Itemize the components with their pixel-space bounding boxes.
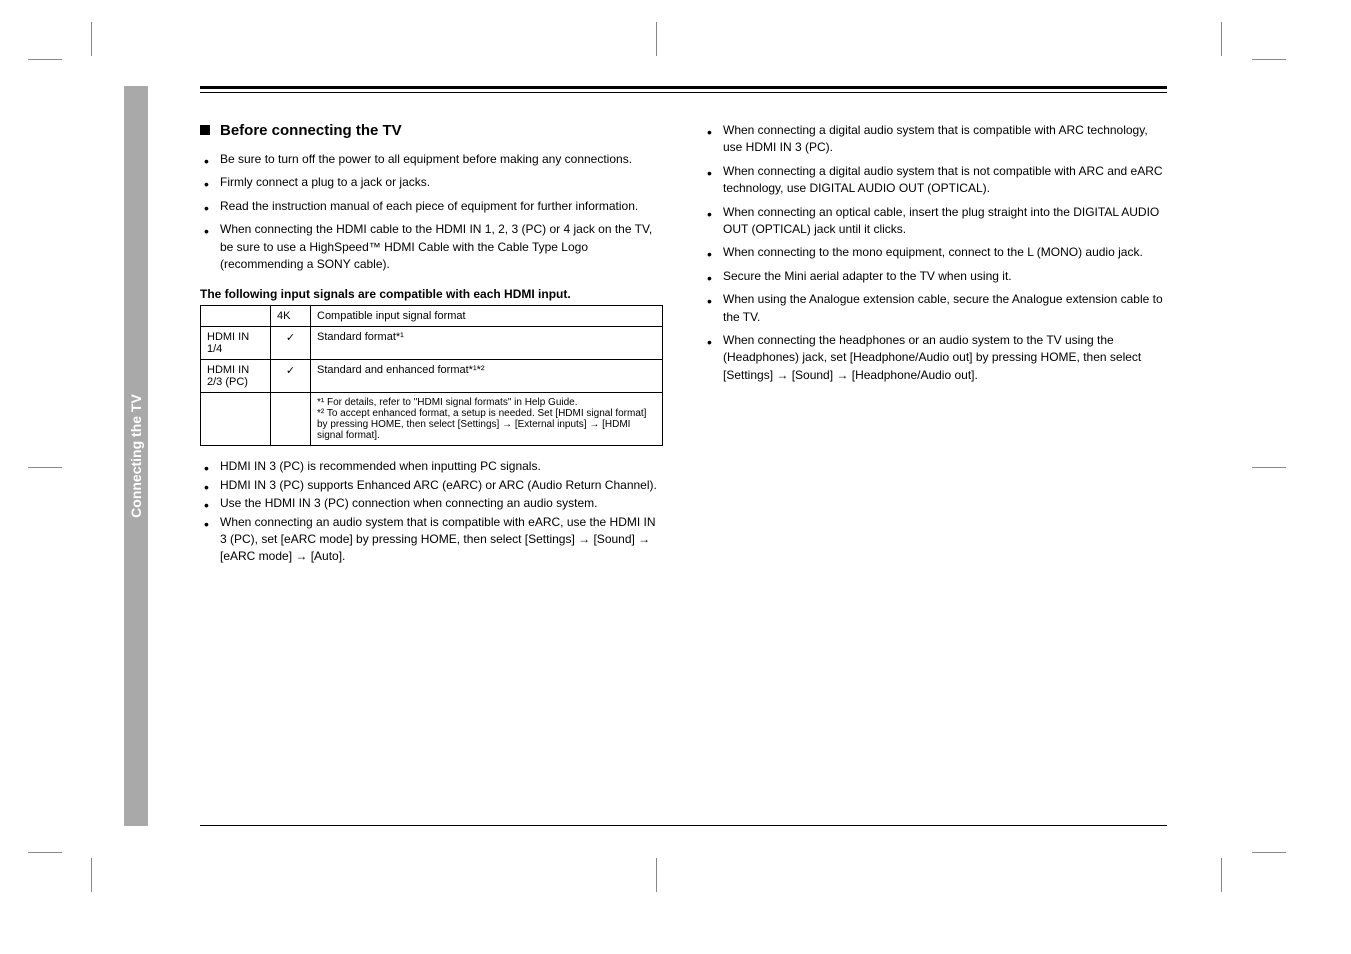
table-row: HDMI IN 2/3 (PC) ✓ Standard and enhanced… bbox=[201, 360, 663, 393]
content-area: Before connecting the TV Be sure to turn… bbox=[200, 86, 1167, 826]
right-column: When connecting a digital audio system t… bbox=[703, 122, 1166, 567]
table-cell bbox=[271, 393, 311, 446]
table-cell: *¹ For details, refer to "HDMI signal fo… bbox=[311, 393, 663, 446]
list-item: Read the instruction manual of each piec… bbox=[204, 198, 663, 215]
list-item: When connecting a digital audio system t… bbox=[707, 122, 1166, 157]
table-header-cell: 4K bbox=[271, 306, 311, 327]
left-tight-bullet-list: HDMI IN 3 (PC) is recommended when input… bbox=[200, 458, 663, 565]
list-item: When using the Analogue extension cable,… bbox=[707, 291, 1166, 326]
table-cell: HDMI IN 2/3 (PC) bbox=[201, 360, 271, 393]
columns: Before connecting the TV Be sure to turn… bbox=[200, 122, 1167, 567]
top-double-rule bbox=[200, 86, 1167, 93]
side-tab: Connecting the TV bbox=[124, 86, 148, 826]
list-item: When connecting the HDMI cable to the HD… bbox=[204, 221, 663, 273]
section-heading: Before connecting the TV bbox=[200, 122, 663, 139]
table-cell bbox=[201, 393, 271, 446]
left-bullet-list: Be sure to turn off the power to all equ… bbox=[200, 151, 663, 273]
bottom-rule bbox=[200, 825, 1167, 826]
table-header-row: 4K Compatible input signal format bbox=[201, 306, 663, 327]
table-header-cell bbox=[201, 306, 271, 327]
table-title: The following input signals are compatib… bbox=[200, 287, 663, 301]
list-item: When connecting to the mono equipment, c… bbox=[707, 244, 1166, 261]
list-item: When connecting an audio system that is … bbox=[204, 514, 663, 566]
list-item: Use the HDMI IN 3 (PC) connection when c… bbox=[204, 495, 663, 512]
list-item: Firmly connect a plug to a jack or jacks… bbox=[204, 174, 663, 191]
side-tab-label: Connecting the TV bbox=[128, 394, 144, 518]
table-cell: HDMI IN 1/4 bbox=[201, 327, 271, 360]
table-header-cell: Compatible input signal format bbox=[311, 306, 663, 327]
list-item: HDMI IN 3 (PC) supports Enhanced ARC (eA… bbox=[204, 477, 663, 494]
right-bullet-list: When connecting a digital audio system t… bbox=[703, 122, 1166, 384]
section-title: Before connecting the TV bbox=[220, 122, 402, 139]
square-bullet-icon bbox=[200, 125, 210, 135]
table-row: *¹ For details, refer to "HDMI signal fo… bbox=[201, 393, 663, 446]
list-item: When connecting an optical cable, insert… bbox=[707, 204, 1166, 239]
page: Connecting the TV Before connecting the … bbox=[124, 86, 1167, 826]
table-cell: ✓ bbox=[271, 360, 311, 393]
list-item: When connecting a digital audio system t… bbox=[707, 163, 1166, 198]
table-cell: Standard format*¹ bbox=[311, 327, 663, 360]
table-cell: ✓ bbox=[271, 327, 311, 360]
table-row: HDMI IN 1/4 ✓ Standard format*¹ bbox=[201, 327, 663, 360]
list-item: Be sure to turn off the power to all equ… bbox=[204, 151, 663, 168]
left-column: Before connecting the TV Be sure to turn… bbox=[200, 122, 663, 567]
table-cell: Standard and enhanced format*¹*² bbox=[311, 360, 663, 393]
list-item: Secure the Mini aerial adapter to the TV… bbox=[707, 268, 1166, 285]
list-item: When connecting the headphones or an aud… bbox=[707, 332, 1166, 384]
list-item: HDMI IN 3 (PC) is recommended when input… bbox=[204, 458, 663, 475]
hdmi-signal-table: 4K Compatible input signal format HDMI I… bbox=[200, 305, 663, 446]
